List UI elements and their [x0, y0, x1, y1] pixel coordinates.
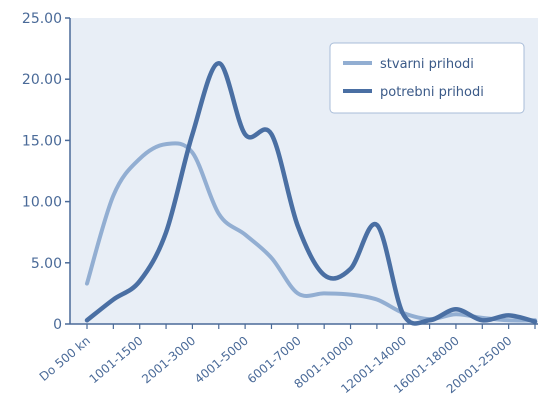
- x-axis: Do 500 kn1001-15002001-30004001-50006001…: [37, 323, 538, 396]
- x-tick-label: 1001-1500: [87, 334, 146, 387]
- legend-label-potrebni: potrebni prihodi: [380, 85, 484, 100]
- y-tick-label: 0: [53, 317, 62, 333]
- legend-label-stvarni: stvarni prihodi: [380, 57, 474, 72]
- y-tick-label: 15.00: [22, 133, 62, 149]
- series-layer: [84, 61, 538, 326]
- y-tick-label: 5.00: [31, 256, 62, 272]
- series-line-potrebni-prihodi: [84, 61, 538, 326]
- x-tick-label: Do 500 kn: [37, 334, 93, 384]
- series-line-stvarni-prihodi: [85, 141, 537, 323]
- y-tick-label: 20.00: [22, 72, 62, 88]
- legend: stvarni prihodi potrebni prihodi: [329, 42, 525, 114]
- y-tick-label: 25.00: [22, 11, 62, 27]
- x-tick-label: 4001-5000: [192, 334, 251, 387]
- y-tick-label: 10.00: [22, 195, 62, 211]
- legend-box: [329, 42, 525, 114]
- x-tick-label: 2001-3000: [139, 334, 198, 387]
- y-axis: 0 5.00 10.00 15.00 20.00 25.00: [22, 11, 71, 333]
